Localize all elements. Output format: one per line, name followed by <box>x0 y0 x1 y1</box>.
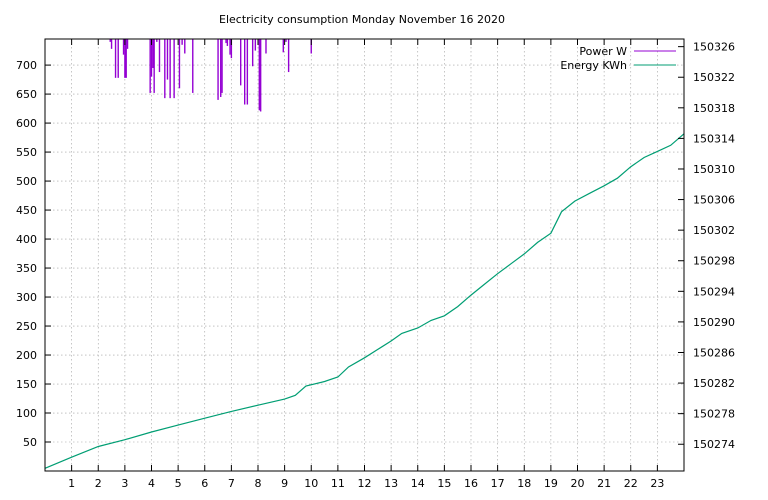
legend: Power W Energy KWh <box>560 45 676 72</box>
y-right-tick-label: 150302 <box>693 224 735 237</box>
energy-series <box>44 133 685 469</box>
x-tick-label: 18 <box>517 477 531 490</box>
x-tick-label: 11 <box>331 477 345 490</box>
x-tick-label: 7 <box>228 477 235 490</box>
y-left-tick-label: 650 <box>16 88 37 101</box>
y-left-tick-label: 150 <box>16 378 37 391</box>
y-right-tick-label: 150306 <box>693 194 735 207</box>
y-left-tick-label: 400 <box>16 233 37 246</box>
y-right-tick-label: 150278 <box>693 408 735 421</box>
y-right-tick-label: 150318 <box>693 102 735 115</box>
grid-lines <box>45 39 684 471</box>
x-tick-label: 12 <box>358 477 372 490</box>
x-axis-ticks: 1 2 3 4 5 6 7 8 9 10 11 12 13 14 15 16 17 18 19 20 21 22 23 <box>68 39 664 490</box>
x-tick-label: 13 <box>384 477 398 490</box>
x-tick-label: 6 <box>201 477 208 490</box>
x-tick-label: 14 <box>411 477 425 490</box>
y-left-tick-label: 250 <box>16 320 37 333</box>
x-tick-label: 23 <box>650 477 664 490</box>
y-left-tick-label: 350 <box>16 262 37 275</box>
y-left-tick-label: 700 <box>16 59 37 72</box>
y-left-axis-ticks: 50 100 150 200 250 300 350 400 450 500 550 600 650 70… <box>16 59 51 449</box>
x-tick-label: 19 <box>544 477 558 490</box>
y-right-tick-label: 150286 <box>693 346 735 359</box>
y-left-tick-label: 600 <box>16 117 37 130</box>
x-tick-label: 20 <box>571 477 585 490</box>
x-tick-label: 9 <box>281 477 288 490</box>
x-tick-label: 4 <box>148 477 155 490</box>
x-tick-label: 8 <box>255 477 262 490</box>
y-right-tick-label: 150290 <box>693 316 735 329</box>
energy-line <box>44 133 685 469</box>
y-left-tick-label: 100 <box>16 407 37 420</box>
y-left-tick-label: 300 <box>16 291 37 304</box>
y-right-axis-ticks: 150274 150278 150282 150286 150290 150294 1502… <box>678 41 735 451</box>
y-left-tick-label: 50 <box>23 436 37 449</box>
y-right-tick-label: 150322 <box>693 71 735 84</box>
y-right-tick-label: 150314 <box>693 132 735 145</box>
legend-power-label: Power W <box>579 45 627 58</box>
x-tick-label: 2 <box>95 477 102 490</box>
legend-energy-label: Energy KWh <box>560 59 627 72</box>
x-tick-label: 22 <box>624 477 638 490</box>
y-left-tick-label: 200 <box>16 349 37 362</box>
x-tick-label: 17 <box>491 477 505 490</box>
y-right-tick-label: 150274 <box>693 438 735 451</box>
y-left-tick-label: 500 <box>16 175 37 188</box>
y-right-tick-label: 150282 <box>693 377 735 390</box>
x-tick-label: 16 <box>464 477 478 490</box>
power-series <box>109 39 312 112</box>
y-left-tick-label: 450 <box>16 204 37 217</box>
x-tick-label: 21 <box>597 477 611 490</box>
y-right-tick-label: 150310 <box>693 163 735 176</box>
y-right-tick-label: 150298 <box>693 255 735 268</box>
y-right-tick-label: 150294 <box>693 285 735 298</box>
y-right-tick-label: 150326 <box>693 41 735 54</box>
x-tick-label: 15 <box>437 477 451 490</box>
chart-title: Electricity consumption Monday November … <box>219 13 505 26</box>
y-left-tick-label: 550 <box>16 146 37 159</box>
x-tick-label: 5 <box>175 477 182 490</box>
x-tick-label: 1 <box>68 477 75 490</box>
x-tick-label: 3 <box>121 477 128 490</box>
x-tick-label: 10 <box>304 477 318 490</box>
